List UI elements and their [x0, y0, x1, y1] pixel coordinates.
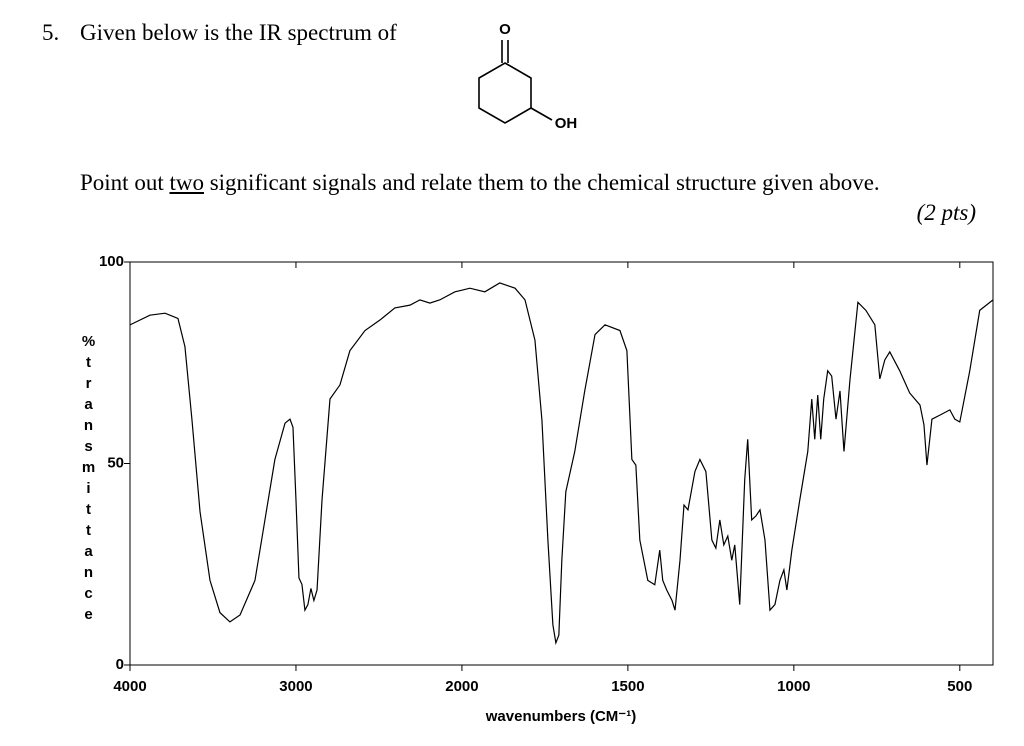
atom-label: OH [555, 115, 578, 132]
x-tick-label: 4000 [113, 678, 146, 695]
x-tick-label: 2000 [445, 678, 478, 695]
x-tick-label: 3000 [279, 678, 312, 695]
y-tick-label: 100 [99, 253, 124, 270]
question-intro: Given below is the IR spectrum of [80, 20, 397, 45]
prompt-emphasis: two [169, 170, 204, 195]
prompt-text: Point out [80, 170, 164, 195]
x-tick-label: 1500 [611, 678, 644, 695]
molecule [478, 40, 553, 124]
y-tick-label: 0 [116, 656, 124, 673]
y-axis-label: %transmittance [80, 333, 97, 627]
ring [478, 62, 532, 124]
bond [530, 107, 553, 121]
plot: 0 50 100 4000 3000 2000 1500 1000 500 [99, 253, 994, 695]
x-tick-label: 500 [947, 678, 972, 695]
x-axis-label: wavenumbers (CM⁻¹) [485, 708, 636, 725]
points: (2 pts) [916, 200, 976, 225]
spectrum-line [129, 282, 994, 646]
prompt-text: significant signals and relate them to t… [209, 170, 880, 195]
x-tick-label: 1000 [777, 678, 810, 695]
plot-frame [129, 261, 994, 666]
atom-label: O [499, 21, 511, 38]
question-number: 5. [42, 20, 60, 45]
y-tick-label: 50 [107, 454, 124, 471]
question-prompt: Point out two significant signals and re… [80, 170, 880, 196]
